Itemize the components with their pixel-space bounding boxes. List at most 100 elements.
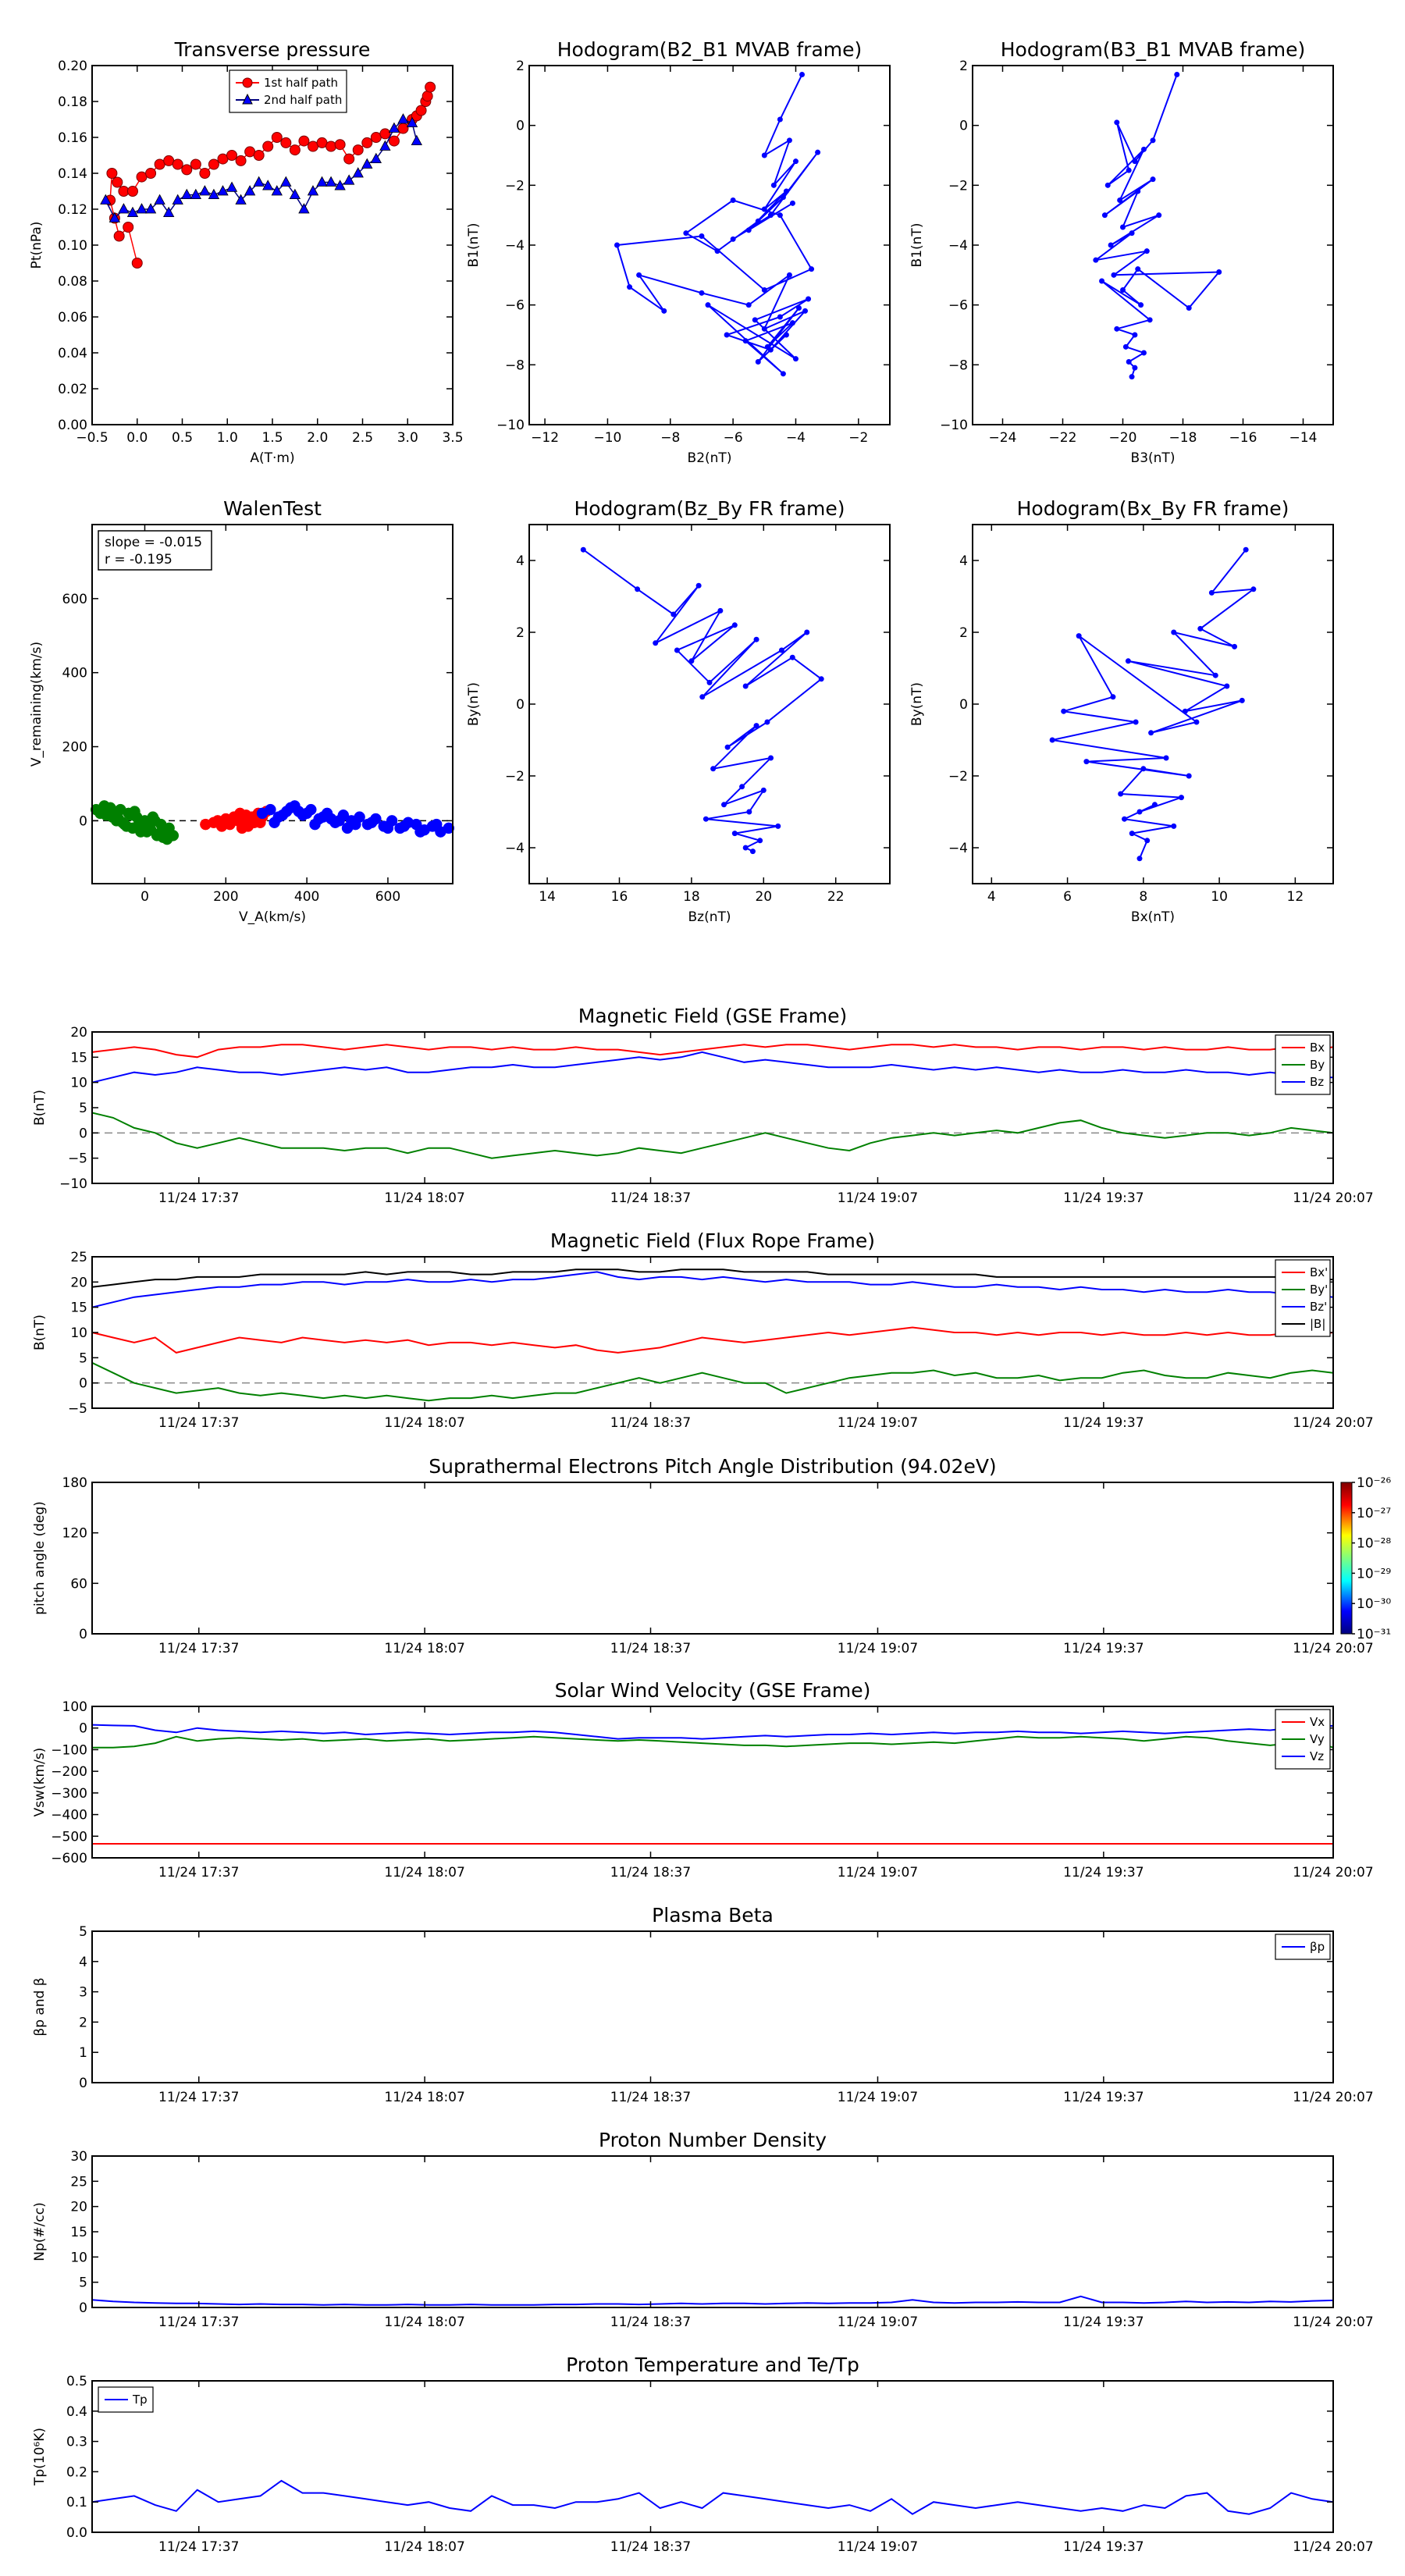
data-point (1126, 167, 1132, 173)
data-point (1174, 72, 1180, 77)
series-line-0 (582, 549, 823, 852)
x-tick-label: 20 (755, 889, 772, 905)
y-tick-label: −10 (496, 418, 525, 433)
data-point (1144, 248, 1150, 254)
legend-label: βp (1310, 1940, 1325, 1954)
data-point (730, 236, 736, 242)
x-axis-label: Bz(nT) (688, 909, 731, 925)
x-tick-label: 1.0 (217, 430, 238, 446)
series-line-0 (1095, 74, 1221, 378)
y-tick-label: −5 (68, 1151, 87, 1167)
data-point (1135, 188, 1141, 194)
data-point (1129, 831, 1135, 837)
data-point (720, 802, 727, 808)
data-point (163, 206, 175, 218)
x-tick-label: 200 (213, 889, 238, 905)
y-tick-label: 5 (79, 1350, 87, 1366)
x-tick-label: 11/24 17:37 (158, 1865, 239, 1880)
data-point (116, 817, 129, 829)
data-point (415, 105, 427, 116)
x-tick-label: −8 (660, 430, 680, 446)
y-tick-label: 15 (70, 2225, 87, 2240)
x-tick-label: 11/24 18:07 (384, 2090, 464, 2105)
legend-label: 1st half path (264, 76, 338, 90)
data-point (1163, 755, 1169, 761)
x-tick-label: 11/24 17:37 (158, 1641, 239, 1656)
data-point (789, 320, 795, 326)
data-point (199, 185, 211, 196)
data-point (809, 266, 815, 272)
data-point (761, 326, 767, 332)
legend-label: |B| (1310, 1317, 1325, 1331)
data-point (802, 308, 809, 314)
data-point (757, 838, 763, 844)
data-point (1171, 629, 1177, 635)
data-point (397, 123, 409, 134)
data-point (749, 849, 756, 855)
y-tick-label: 400 (62, 666, 87, 681)
y-tick-label: −400 (51, 1808, 87, 1823)
x-tick-label: 11/24 17:37 (158, 2539, 239, 2555)
axes-frame (91, 1256, 1334, 1409)
data-point (702, 816, 709, 822)
x-tick-label: 11/24 20:07 (1293, 1865, 1373, 1880)
data-point (208, 188, 220, 200)
data-point (325, 176, 337, 187)
data-point (1114, 119, 1120, 126)
y-tick-label: 600 (62, 592, 87, 607)
colorbar-label: 10⁻²⁹ (1357, 1566, 1391, 1582)
x-tick-label: −6 (724, 430, 743, 446)
data-point (761, 287, 767, 293)
data-point (1156, 212, 1162, 219)
y-tick-label: 0 (79, 2300, 87, 2316)
annotation-box (98, 530, 212, 571)
data-point (1193, 719, 1200, 725)
data-point (244, 185, 256, 196)
data-point (1140, 146, 1147, 152)
data-point (280, 176, 292, 187)
data-point (334, 139, 346, 151)
data-point (783, 188, 789, 194)
data-point (289, 188, 301, 200)
data-point (289, 144, 301, 156)
data-point (674, 647, 680, 653)
data-point (388, 122, 400, 133)
axes-frame (91, 2380, 1334, 2533)
y-tick-label: −100 (51, 1742, 87, 1758)
y-tick-label: −200 (51, 1764, 87, 1780)
x-tick-label: 8 (1139, 889, 1147, 905)
data-point (806, 296, 812, 302)
data-point (753, 636, 759, 642)
x-axis-label: A(T·m) (250, 450, 294, 466)
x-tick-label: 11/24 18:07 (384, 1190, 464, 1206)
y-tick-label: −6 (505, 298, 525, 314)
chart-title: Proton Number Density (599, 2129, 827, 2151)
legend-label: Bx' (1310, 1265, 1328, 1279)
legend-box (229, 69, 347, 113)
data-point (789, 654, 795, 660)
chart-pt: Transverse pressure 0.00 0.02 0.04 0.06 0.08 0… (29, 38, 464, 466)
y-tick-label: 0.16 (58, 130, 87, 146)
data-point (106, 168, 118, 179)
series-line-Bx' (91, 1326, 1334, 1354)
data-point (370, 132, 382, 143)
data-point (775, 823, 781, 829)
data-point (343, 174, 355, 185)
y-tick-label: 0 (79, 813, 87, 829)
data-point (1101, 212, 1108, 219)
data-point (1120, 224, 1126, 230)
data-point (388, 135, 400, 147)
x-tick-label: 11/24 18:37 (610, 1641, 691, 1656)
x-tick-label: 0 (140, 889, 149, 905)
data-point (1061, 708, 1067, 714)
data-point (699, 233, 705, 239)
data-point (731, 622, 738, 628)
x-tick-label: 16 (611, 889, 628, 905)
x-tick-label: 11/24 18:07 (384, 1415, 464, 1431)
x-tick-label: 11/24 20:07 (1293, 1415, 1373, 1431)
x-tick-label: 11/24 18:37 (610, 1415, 691, 1431)
data-point (760, 787, 767, 793)
y-tick-label: 1 (79, 2045, 87, 2061)
x-tick-label: −20 (1109, 430, 1137, 446)
